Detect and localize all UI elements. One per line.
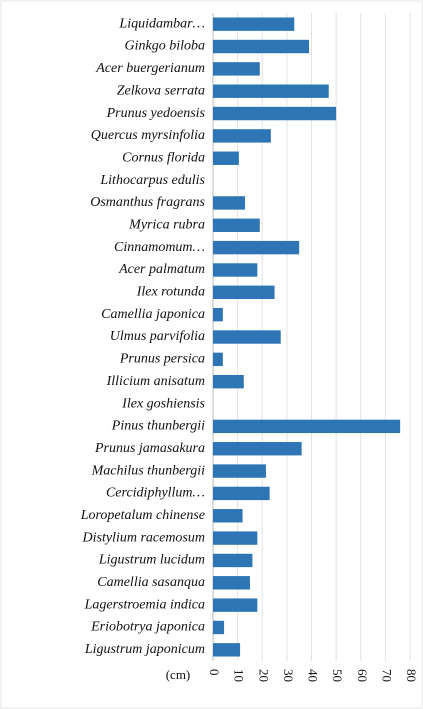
- y-tick-label: Eriobotrya japonica: [90, 620, 205, 635]
- y-tick-label: Cornus florida: [122, 150, 205, 165]
- y-tick-label: Acer buergerianum: [95, 61, 205, 76]
- bar: [213, 598, 258, 612]
- y-tick-label: Prunus persica: [119, 352, 205, 367]
- y-tick-label: Illicium anisatum: [106, 374, 205, 389]
- bar: [213, 17, 295, 31]
- bar: [213, 129, 271, 143]
- y-tick-label: Prunus jamasakura: [94, 441, 205, 456]
- y-tick-label: Quercus myrsinfolia: [91, 128, 205, 143]
- x-tick-label: 70: [379, 669, 394, 682]
- bar: [213, 643, 241, 657]
- y-tick-label: Lithocarpus edulis: [99, 173, 205, 188]
- bar: [213, 419, 401, 434]
- x-tick-label: 10: [232, 669, 247, 682]
- bar: [213, 486, 270, 501]
- y-tick-label: Ginkgo biloba: [125, 39, 206, 54]
- y-tick-label: Lagerstroemia indica: [84, 597, 205, 612]
- bar: [213, 106, 337, 121]
- y-tick-label: Cercidiphyllum…: [106, 486, 205, 501]
- y-tick-label: Zelkova serrata: [117, 83, 205, 98]
- bar: [213, 39, 310, 54]
- bar: [213, 307, 223, 322]
- y-tick-label: Machilus thunbergii: [91, 463, 206, 478]
- y-tick-label: Cinnamomum…: [114, 240, 205, 255]
- y-tick-label: Pinus thunbergii: [111, 419, 205, 434]
- x-tick-label: 0: [207, 669, 222, 676]
- y-tick-label: Camellia sasanqua: [97, 575, 205, 590]
- x-tick-label: 60: [355, 669, 370, 682]
- x-tick-label: 20: [256, 669, 271, 682]
- y-tick-label: Ulmus parvifolia: [110, 329, 205, 344]
- x-tick-label: 80: [404, 669, 419, 682]
- y-tick-label: Osmanthus fragrans: [90, 195, 205, 210]
- bar: [213, 620, 225, 635]
- bar: [213, 62, 260, 76]
- y-tick-label: Loropetalum chinense: [80, 508, 205, 523]
- y-tick-label: Ligustrum lucidum: [98, 553, 205, 568]
- y-tick-label: Camellia japonica: [101, 307, 205, 322]
- bar: [213, 151, 239, 165]
- bar: [213, 553, 253, 568]
- y-tick-label: Myrica rubra: [128, 217, 205, 232]
- bar: [213, 196, 246, 210]
- bar: [213, 442, 302, 456]
- bar: [213, 576, 250, 590]
- x-tick-label: 40: [306, 669, 321, 682]
- y-tick-label: Prunus yedoensis: [106, 106, 206, 121]
- bar: [213, 218, 260, 232]
- bar: [213, 531, 258, 545]
- bar: [213, 285, 275, 300]
- bar: [213, 464, 266, 478]
- y-tick-label: Ilex goshiensis: [121, 396, 205, 411]
- x-tick-label: 30: [281, 669, 296, 682]
- bar: [213, 84, 329, 98]
- y-tick-label: Liquidambar…: [118, 16, 205, 31]
- bar: [213, 330, 281, 344]
- y-tick-label: Ligustrum japonicum: [84, 642, 205, 657]
- x-tick-label: 50: [330, 669, 345, 682]
- bar: [213, 374, 244, 389]
- bar: [213, 240, 300, 255]
- y-tick-label: Acer palmatum: [118, 262, 205, 277]
- bar: [213, 263, 258, 277]
- bar: [213, 509, 243, 523]
- bar: [213, 352, 223, 367]
- y-tick-label: Distylium racemosum: [82, 530, 206, 545]
- x-axis-label: (cm): [166, 667, 191, 682]
- y-tick-label: Ilex rotunda: [136, 285, 205, 300]
